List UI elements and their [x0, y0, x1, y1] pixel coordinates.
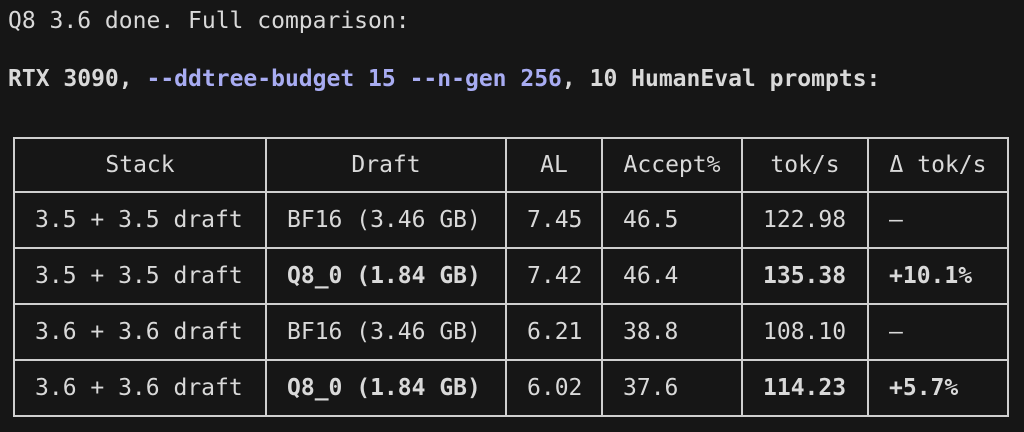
heading-prefix: RTX 3090, — [8, 66, 147, 92]
cell: BF16 (3.46 GB) — [265, 303, 507, 361]
cell: 46.5 — [601, 191, 743, 249]
row: 3.5 + 3.5 draft BF16 (3.46 GB) 7.45 46.5… — [13, 191, 1009, 249]
header-cell: Stack — [13, 137, 267, 193]
cell: 6.02 — [505, 359, 603, 417]
cell: +10.1% — [867, 247, 1009, 305]
cell: 3.6 + 3.6 draft — [13, 359, 267, 417]
cell: 3.6 + 3.6 draft — [13, 303, 267, 361]
cell: Q8_0 (1.84 GB) — [265, 359, 507, 417]
cell: 135.38 — [741, 247, 869, 305]
cell: 38.8 — [601, 303, 743, 361]
cell: 108.10 — [741, 303, 869, 361]
inline-code: --ddtree-budget 15 --n-gen 256 — [146, 66, 562, 92]
cell: +5.7% — [867, 359, 1009, 417]
comparison-table: Stack Draft AL Accept% tok/s Δ tok/s 3.5… — [13, 137, 1009, 417]
header-cell: Δ tok/s — [867, 137, 1009, 193]
cell: 114.23 — [741, 359, 869, 417]
cell: 46.4 — [601, 247, 743, 305]
cell: — — [867, 303, 1009, 361]
header-row: Stack Draft AL Accept% tok/s Δ tok/s — [13, 137, 1009, 193]
cell: 122.98 — [741, 191, 869, 249]
header-cell: tok/s — [741, 137, 869, 193]
heading-line: RTX 3090, --ddtree-budget 15 --n-gen 256… — [8, 66, 880, 92]
header-cell: AL — [505, 137, 603, 193]
cell: Q8_0 (1.84 GB) — [265, 247, 507, 305]
row: 3.5 + 3.5 draft Q8_0 (1.84 GB) 7.42 46.4… — [13, 247, 1009, 305]
cell: 3.5 + 3.5 draft — [13, 191, 267, 249]
row: 3.6 + 3.6 draft Q8_0 (1.84 GB) 6.02 37.6… — [13, 359, 1009, 417]
cell: BF16 (3.46 GB) — [265, 191, 507, 249]
heading-suffix: , 10 HumanEval prompts: — [561, 66, 881, 92]
cell: 3.5 + 3.5 draft — [13, 247, 267, 305]
cell: 37.6 — [601, 359, 743, 417]
row: 3.6 + 3.6 draft BF16 (3.46 GB) 6.21 38.8… — [13, 303, 1009, 361]
cell: 7.45 — [505, 191, 603, 249]
cell: — — [867, 191, 1009, 249]
message-line: Q8 3.6 done. Full comparison: — [8, 8, 410, 34]
header-cell: Draft — [265, 137, 507, 193]
cell: 7.42 — [505, 247, 603, 305]
cell: 6.21 — [505, 303, 603, 361]
header-cell: Accept% — [601, 137, 743, 193]
